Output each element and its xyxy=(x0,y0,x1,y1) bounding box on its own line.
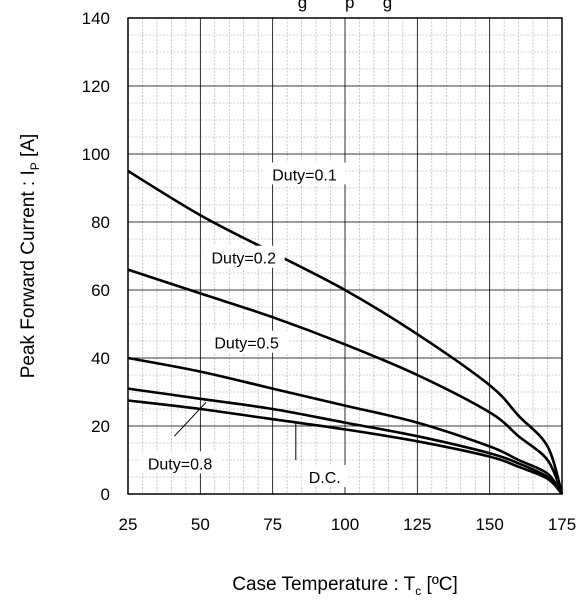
series-line-1 xyxy=(127,268,564,495)
leader-lines xyxy=(173,401,297,460)
y-tick-label: 40 xyxy=(91,349,110,368)
series-line-3 xyxy=(127,387,564,495)
y-tick-label: 60 xyxy=(91,281,110,300)
y-tick-label: 100 xyxy=(82,145,110,164)
y-axis-title: Peak Forward Current : IP [A] xyxy=(18,134,42,379)
y-tick-label: 140 xyxy=(82,9,110,28)
leader-duty-08 xyxy=(173,401,207,437)
series-line-4 xyxy=(127,399,563,495)
x-axis-title-sub: c xyxy=(415,584,421,598)
x-axis-title: Case Temperature : Tc [ºC] xyxy=(232,574,458,598)
x-tick-label: 50 xyxy=(191,515,210,534)
series-label: D.C. xyxy=(309,470,341,487)
series-line-0 xyxy=(127,169,564,495)
x-axis-title-main: Case Temperature : T xyxy=(232,574,415,595)
x-tick-label: 25 xyxy=(119,515,138,534)
series-labels: Duty=0.1 Duty=0.2 Duty=0.5 Duty=0.8 D.C. xyxy=(139,162,348,487)
x-axis-title-unit: [ºC] xyxy=(421,574,458,595)
x-tick-label: 125 xyxy=(403,515,431,534)
y-tick-label: 120 xyxy=(82,77,110,96)
chart-title-partial: g p g xyxy=(298,0,393,12)
y-tick-labels: 0 20 40 60 80 100 120 140 xyxy=(82,9,110,504)
series-label: Duty=0.8 xyxy=(148,456,213,473)
y-tick-label: 80 xyxy=(91,213,110,232)
x-tick-label: 75 xyxy=(263,515,282,534)
x-tick-label: 175 xyxy=(548,515,576,534)
series-label-bg xyxy=(205,330,288,353)
y-tick-label: 20 xyxy=(91,417,110,436)
series-label: Duty=0.5 xyxy=(214,336,279,353)
series-lines xyxy=(127,169,564,495)
plot-frame xyxy=(127,17,563,495)
y-axis-title-main: Peak Forward Current : I xyxy=(18,170,39,378)
y-tick-label: 0 xyxy=(101,485,110,504)
series-line-2 xyxy=(127,356,564,495)
y-axis-title-sub: P xyxy=(28,162,42,170)
series-label-bg xyxy=(139,451,222,474)
x-tick-label: 150 xyxy=(475,515,503,534)
x-tick-label: 100 xyxy=(331,515,359,534)
x-tick-labels: 25 50 75 100 125 150 175 xyxy=(119,515,577,534)
series-label-bg xyxy=(263,162,346,185)
series-label: Duty=0.1 xyxy=(272,167,337,184)
y-axis-title-unit: [A] xyxy=(18,134,39,163)
series-label-bg xyxy=(301,465,348,487)
series-label-bg xyxy=(202,245,285,268)
series-label: Duty=0.2 xyxy=(211,251,276,268)
